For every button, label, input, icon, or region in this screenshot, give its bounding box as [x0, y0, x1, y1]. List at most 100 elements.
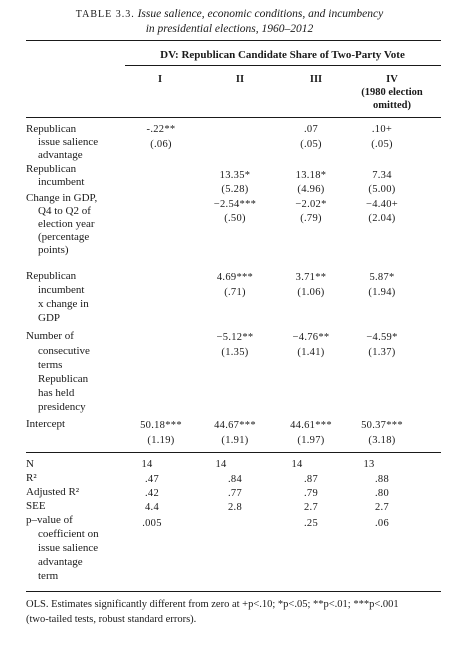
cell-interaction-se-col4: (1.94) [368, 287, 396, 298]
footnote-line2: (two-tailed tests, robust standard error… [26, 614, 197, 625]
cell-salience-se-col3: (.05) [300, 139, 322, 150]
cell-incumbent-col3: 13.18* [295, 170, 327, 181]
cell-interaction-se-col2: (.71) [224, 287, 246, 298]
cell-incumbent-se-col2: (5.28) [221, 184, 249, 195]
row-label-terms-2: consecutive [38, 345, 90, 357]
stat-r2-col2: .84 [227, 474, 243, 485]
cell-intercept-se-col4: (3.18) [368, 435, 396, 446]
row-label-intercept: Intercept [26, 418, 66, 430]
column-header-4-sub1: (1980 election [361, 87, 423, 98]
header-rule [26, 117, 441, 118]
row-label-gdp-3: election year [38, 218, 95, 230]
row-label-terms-1: Number of [26, 330, 74, 342]
column-header-1: I [157, 74, 163, 85]
cell-terms-col3: −4.76** [292, 332, 330, 343]
cell-terms-se-col3: (1.41) [297, 347, 325, 358]
cell-interaction-col3: 3.71** [295, 272, 327, 283]
cell-gdp-col2: −2.54*** [213, 199, 257, 210]
column-header-3: III [309, 74, 323, 85]
stat-label-pval-4: advantage [38, 556, 83, 568]
cell-interaction-col4: 5.87* [369, 272, 395, 283]
stat-adj-r2-col3: .79 [303, 488, 319, 499]
cell-intercept-se-col2: (1.91) [221, 435, 249, 446]
column-header-4: IV [386, 74, 398, 85]
stat-n-col2: 14 [215, 459, 227, 470]
stat-pval-col4: .06 [374, 518, 390, 529]
stat-pval-col1: .005 [142, 518, 162, 529]
cell-terms-col4: −4.59* [366, 332, 398, 343]
cell-intercept-col1: 50.18*** [140, 420, 182, 431]
stat-label-pval-5: term [38, 570, 59, 582]
row-label-terms-3: terms [38, 359, 63, 371]
stat-see-col1: 4.4 [144, 502, 160, 513]
cell-terms-se-col4: (1.37) [368, 347, 396, 358]
column-header-2: II [235, 74, 245, 85]
stat-label-r2: R² [26, 472, 37, 484]
column-header-4-sub2: omitted) [373, 100, 411, 111]
row-label-salience-1: Republican [26, 123, 77, 135]
row-label-interaction-4: GDP [38, 312, 61, 324]
row-label-terms-6: presidency [38, 401, 86, 413]
stats-rule [26, 452, 441, 453]
cell-intercept-col3: 44.61*** [290, 420, 332, 431]
stat-r2-col3: .87 [303, 474, 319, 485]
cell-salience-se-col1: (.06) [150, 139, 172, 150]
stat-adj-r2-col1: .42 [144, 488, 160, 499]
stat-adj-r2-col4: .80 [374, 488, 390, 499]
cell-intercept-col4: 50.37*** [361, 420, 403, 431]
cell-gdp-col4: −4.40+ [365, 199, 399, 210]
stat-see-col4: 2.7 [374, 502, 390, 513]
cell-intercept-se-col1: (1.19) [147, 435, 175, 446]
stat-see-col2: 2.8 [227, 502, 243, 513]
table-title-line2: in presidential elections, 1960–2012 [145, 23, 314, 35]
cell-intercept-se-col3: (1.97) [297, 435, 325, 446]
cell-incumbent-col4: 7.34 [372, 170, 392, 181]
stat-label-adj-r2: Adjusted R² [26, 486, 80, 498]
stat-label-pval-2: coefficient on [38, 528, 99, 540]
row-label-gdp-4: (percentage [38, 231, 90, 243]
table-number: TABLE 3.3. [75, 9, 135, 20]
stat-pval-col3: .25 [303, 518, 319, 529]
cell-interaction-col2: 4.69*** [216, 272, 254, 283]
row-label-terms-5: has held [38, 387, 75, 399]
cell-intercept-col2: 44.67*** [214, 420, 256, 431]
table-caption: TABLE 3.3. Issue salience, economic cond… [0, 7, 459, 36]
stat-see-col3: 2.7 [303, 502, 319, 513]
stat-n-col1: 14 [141, 459, 153, 470]
stat-r2-col4: .88 [374, 474, 390, 485]
bottom-rule [26, 591, 441, 592]
top-rule [26, 40, 441, 41]
stat-label-n: N [26, 458, 34, 470]
stat-label-pval-1: p–value of [26, 514, 73, 526]
stat-r2-col1: .47 [144, 474, 160, 485]
row-label-gdp-1: Change in GDP, [26, 192, 98, 204]
row-label-gdp-2: Q4 to Q2 of [38, 205, 91, 217]
cell-incumbent-se-col4: (5.00) [368, 184, 396, 195]
stat-n-col4: 13 [363, 459, 375, 470]
row-label-gdp-5: points) [38, 244, 69, 256]
dv-underline [125, 65, 441, 66]
cell-gdp-col3: −2.02* [295, 199, 327, 210]
cell-gdp-se-col2: (.50) [224, 213, 246, 224]
row-label-salience-3: advantage [38, 149, 83, 161]
dv-header: DV: Republican Candidate Share of Two-Pa… [160, 49, 405, 61]
cell-terms-col2: −5.12** [216, 332, 254, 343]
cell-salience-se-col4: (.05) [371, 139, 393, 150]
footnote-line1: OLS. Estimates significantly different f… [26, 599, 399, 610]
stat-n-col3: 14 [291, 459, 303, 470]
cell-interaction-se-col3: (1.06) [297, 287, 325, 298]
cell-salience-col3: .07 [303, 124, 319, 135]
cell-incumbent-se-col3: (4.96) [297, 184, 325, 195]
table-title-line1: Issue salience, economic conditions, and… [137, 8, 384, 20]
table-footnote: OLS. Estimates significantly different f… [26, 597, 441, 627]
cell-gdp-se-col3: (.79) [300, 213, 322, 224]
cell-salience-col1: ‑.22** [146, 124, 176, 135]
cell-incumbent-col2: 13.35* [219, 170, 251, 181]
stat-label-see: SEE [26, 500, 46, 512]
cell-gdp-se-col4: (2.04) [368, 213, 396, 224]
stat-label-pval-3: issue salience [38, 542, 99, 554]
stat-adj-r2-col2: .77 [227, 488, 243, 499]
row-label-terms-4: Republican [38, 373, 89, 385]
row-label-incumbent-1: Republican [26, 163, 77, 175]
row-label-incumbent-2: incumbent [38, 176, 85, 188]
